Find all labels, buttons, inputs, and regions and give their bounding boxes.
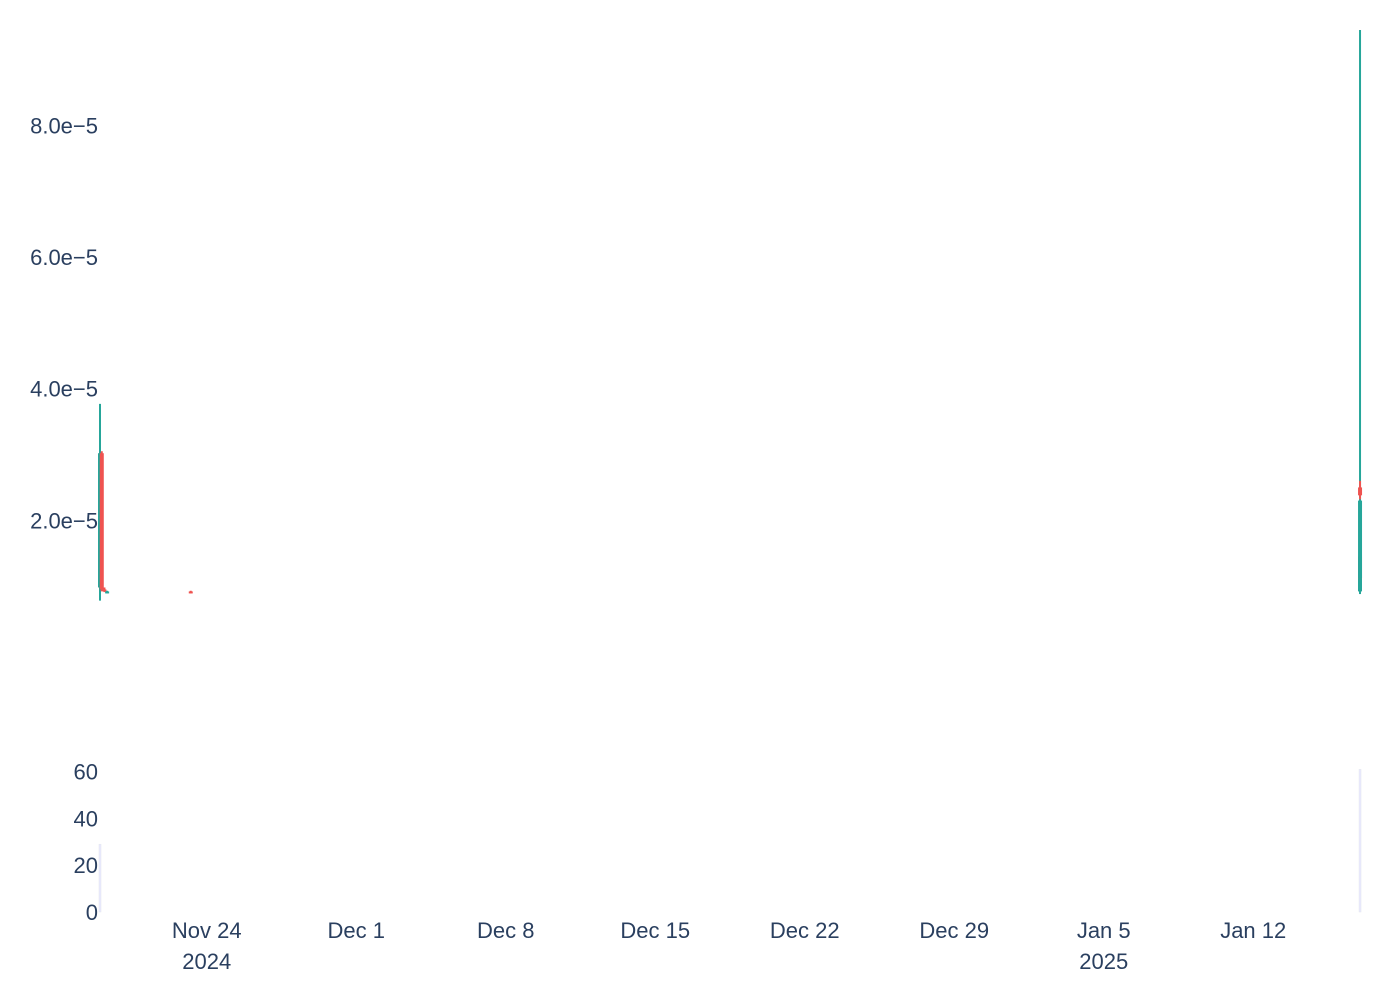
- candle-body: [105, 591, 110, 594]
- volume-bars[interactable]: [98, 769, 1362, 913]
- x-tick-label: Jan 12: [1220, 918, 1286, 943]
- candle[interactable]: [1358, 480, 1363, 500]
- x-tick-label: Nov 24: [172, 918, 242, 943]
- volume-y-tick-label: 0: [86, 900, 98, 925]
- volume-bar[interactable]: [98, 843, 102, 913]
- x-tick-year-label: 2025: [1079, 949, 1128, 974]
- x-tick-year-label: 2024: [182, 949, 231, 974]
- price-y-tick-label: 4.0e−5: [30, 377, 98, 402]
- candle[interactable]: [99, 451, 104, 592]
- x-tick-label: Dec 15: [620, 918, 690, 943]
- price-y-tick-label: 6.0e−5: [30, 245, 98, 270]
- x-tick-label: Dec 1: [328, 918, 385, 943]
- candle-body: [1358, 500, 1363, 579]
- candle-body: [102, 589, 107, 592]
- volume-bar[interactable]: [1358, 769, 1362, 913]
- x-tick-label: Dec 8: [477, 918, 534, 943]
- price-y-tick-label: 8.0e−5: [30, 113, 98, 138]
- x-tick-label: Dec 22: [770, 918, 840, 943]
- price-candles[interactable]: [98, 30, 1363, 601]
- volume-y-tick-label: 20: [74, 853, 98, 878]
- candle-body: [1358, 487, 1363, 496]
- x-tick-label: Jan 5: [1077, 918, 1131, 943]
- candle[interactable]: [188, 590, 193, 594]
- candle-body: [188, 591, 193, 594]
- candle[interactable]: [105, 590, 110, 594]
- volume-y-tick-label: 40: [74, 806, 98, 831]
- volume-y-tick-label: 60: [74, 760, 98, 785]
- x-tick-label: Dec 29: [919, 918, 989, 943]
- volume-y-axis-ticks: 0 20 40 60: [74, 760, 98, 925]
- price-y-tick-label: 2.0e−5: [30, 508, 98, 533]
- candle[interactable]: [102, 587, 107, 593]
- price-y-axis-ticks: 2.0e−5 4.0e−5 6.0e−5 8.0e−5: [30, 113, 98, 533]
- x-axis-ticks: Nov 24 2024 Dec 1 Dec 8 Dec 15 Dec 22 Dec 29 Ja…: [172, 918, 1286, 974]
- candle[interactable]: [1358, 30, 1363, 592]
- candle-body: [99, 453, 104, 590]
